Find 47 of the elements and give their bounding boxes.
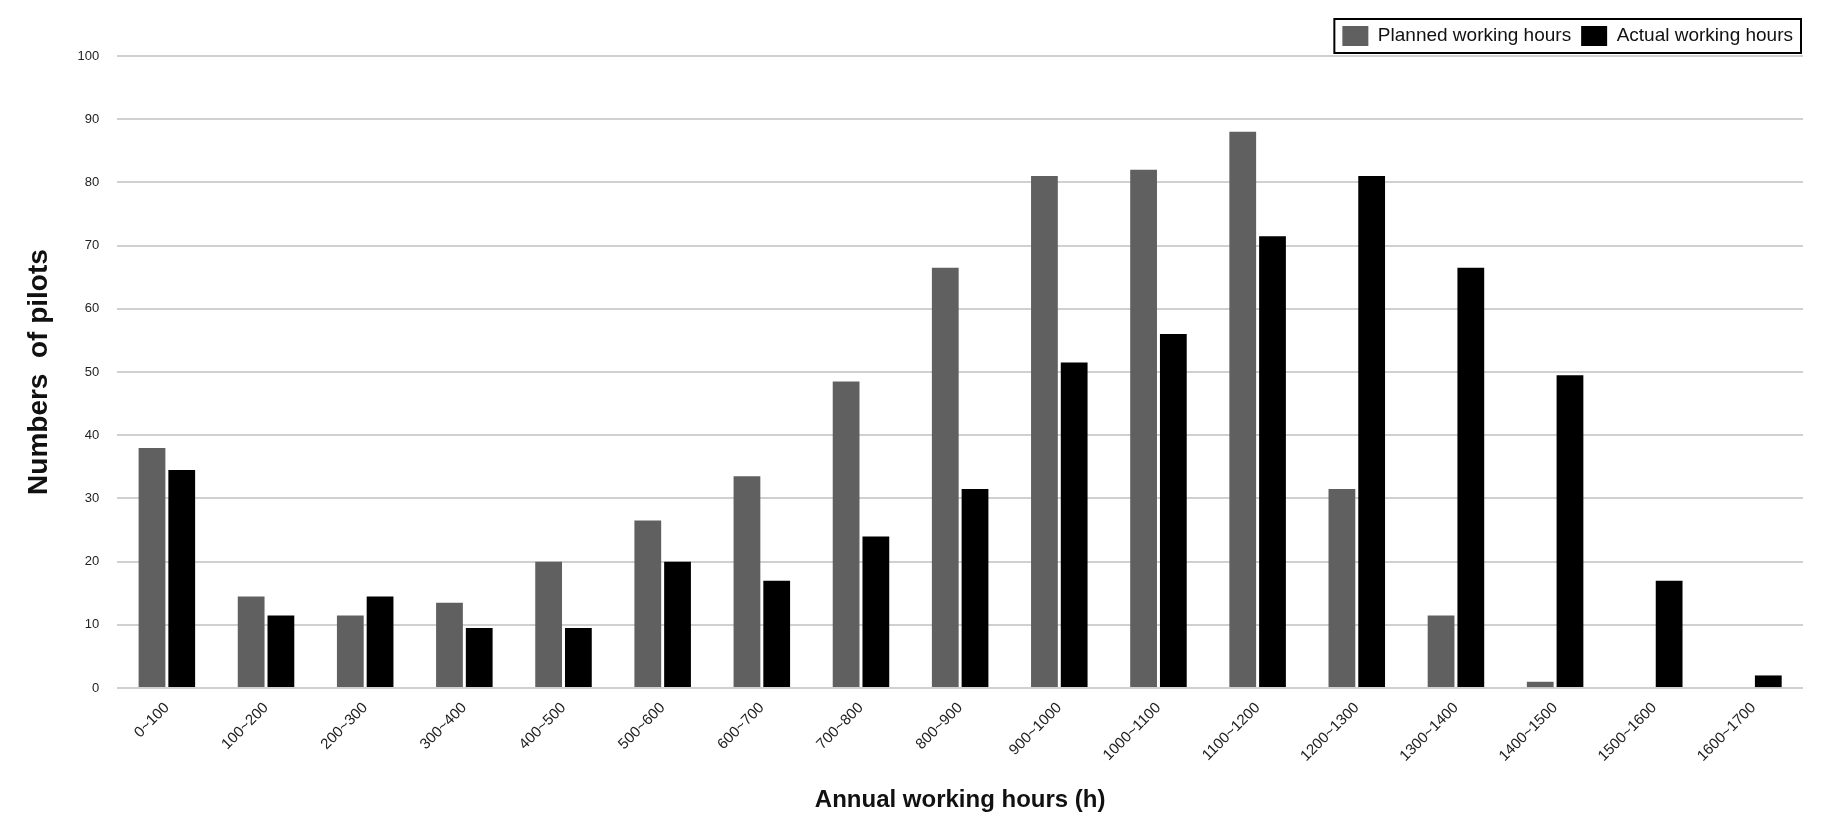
bar <box>1754 675 1782 688</box>
y-tick-label: 50 <box>84 363 100 379</box>
bar <box>366 596 394 688</box>
bar <box>168 470 196 688</box>
bar <box>862 536 890 688</box>
bar <box>535 561 563 688</box>
y-tick-label: 60 <box>84 300 100 316</box>
bar <box>733 476 761 688</box>
bar <box>1556 375 1584 688</box>
y-tick-label: 100 <box>77 47 100 63</box>
bar <box>267 615 295 688</box>
bar <box>565 628 592 688</box>
legend-label: Planned working hours <box>1377 24 1572 46</box>
y-tick-label: 40 <box>84 426 100 442</box>
bar <box>1328 488 1356 688</box>
bar <box>237 596 265 688</box>
y-tick-label: 0 <box>92 679 100 695</box>
legend-label: Actual working hours <box>1616 24 1794 46</box>
y-tick-label: 80 <box>84 174 100 189</box>
y-tick-label: 10 <box>84 616 100 632</box>
bar <box>634 520 662 688</box>
bar <box>1229 131 1257 688</box>
y-tick-label: 70 <box>84 237 100 253</box>
y-tick-label: 20 <box>84 553 100 569</box>
bar <box>664 561 691 688</box>
bar <box>931 267 959 688</box>
bar <box>763 580 791 688</box>
y-tick-label: 90 <box>84 110 100 126</box>
bar <box>1526 681 1554 688</box>
bar <box>138 447 166 688</box>
bar <box>961 488 989 688</box>
bar <box>832 381 860 688</box>
x-axis-title: Annual working hours (h) <box>814 785 1106 813</box>
bar <box>336 615 364 688</box>
bar <box>1457 267 1485 688</box>
bar <box>465 628 493 688</box>
y-tick-label: 30 <box>84 490 100 506</box>
bar <box>1130 169 1157 688</box>
y-axis-title: Numbers of pilots <box>21 249 53 495</box>
bar <box>436 602 463 688</box>
bar <box>1358 176 1386 688</box>
bar <box>1655 580 1683 688</box>
bar <box>1031 176 1058 688</box>
bar <box>1427 615 1455 688</box>
bar <box>1159 334 1187 688</box>
bar <box>1259 236 1286 688</box>
bar <box>1060 362 1088 688</box>
